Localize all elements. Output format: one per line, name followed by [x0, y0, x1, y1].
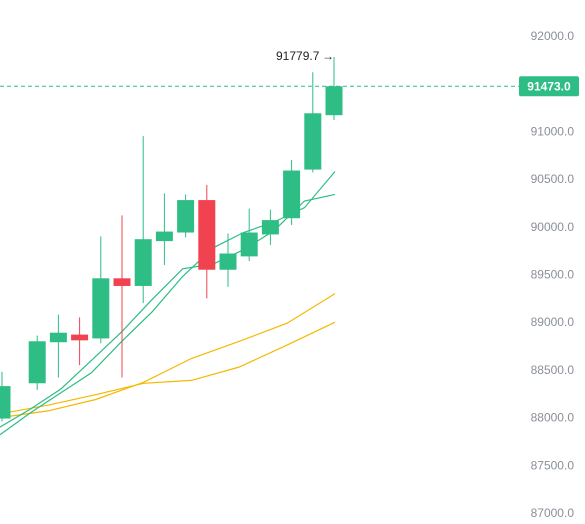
up-candle [0, 371, 11, 422]
up-candle [28, 335, 46, 390]
candle-body [134, 239, 152, 286]
candle-body [198, 200, 216, 270]
last-price-tag [519, 76, 579, 97]
up-candle [177, 194, 195, 238]
candle-body [155, 231, 173, 242]
y-tick-label: 90000.0 [531, 220, 575, 234]
candle-body [0, 386, 11, 419]
up-candle [240, 208, 258, 262]
up-candle [283, 160, 301, 225]
y-tick-label: 89000.0 [531, 315, 575, 329]
y-tick-label: 91000.0 [531, 124, 575, 138]
last-price-label: 91473.0 [527, 79, 571, 93]
up-candle [155, 193, 173, 265]
annotations: 91779.7 → 91473.0 [276, 49, 579, 97]
up-candle [304, 72, 322, 173]
candle-body [240, 232, 258, 257]
candle-body [283, 170, 301, 219]
slow-moving-averages [0, 293, 336, 419]
y-tick-label: 89500.0 [531, 268, 575, 282]
high-price-label: 91779.7 [276, 49, 320, 63]
up-candle [219, 233, 237, 287]
y-tick-label: 88000.0 [531, 411, 575, 425]
fast-ma-line [0, 193, 336, 428]
high-arrow-icon: → [322, 49, 334, 63]
candle-body [92, 278, 110, 339]
y-tick-label: 87500.0 [531, 458, 575, 472]
y-tick-label: 92000.0 [531, 29, 575, 43]
candle-body [113, 278, 131, 286]
fast-ma-line [0, 171, 336, 436]
up-candle [134, 136, 152, 304]
candle-body [71, 334, 89, 341]
candle-body [28, 341, 46, 384]
y-tick-label: 90500.0 [531, 172, 575, 186]
y-axis: 92000.091500.091000.090500.090000.089500… [531, 29, 575, 520]
up-candle [325, 57, 343, 120]
candle-body [261, 220, 279, 235]
up-candle [92, 236, 110, 344]
slow-ma-line [0, 321, 336, 415]
down-candle [198, 184, 216, 299]
y-tick-label: 87000.0 [531, 506, 575, 520]
slow-ma-line [0, 293, 336, 419]
candle-body [49, 332, 67, 343]
candle-body [304, 113, 322, 170]
candles [0, 57, 343, 422]
up-candle [49, 314, 67, 378]
fast-moving-averages [0, 171, 336, 436]
down-candle [71, 317, 89, 366]
candle-body [325, 86, 343, 116]
candle-body [219, 253, 237, 270]
candle-body [177, 200, 195, 233]
down-candle [113, 215, 131, 378]
up-candle [261, 209, 279, 245]
y-tick-label: 88500.0 [531, 363, 575, 377]
